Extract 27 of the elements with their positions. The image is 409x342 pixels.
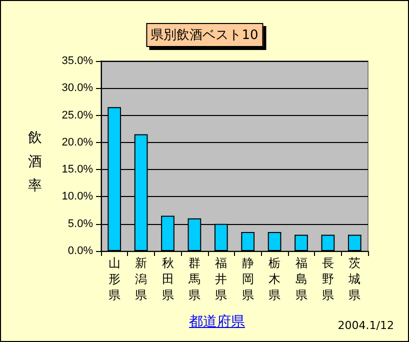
bar (241, 232, 255, 251)
x-tick-label: 静岡県 (242, 256, 254, 302)
y-tick-label: 15.0% (62, 164, 94, 176)
text: 2004.1/12 (338, 319, 394, 332)
y-tick-label: 35.0% (62, 55, 94, 67)
y-tick-label: 25.0% (62, 109, 94, 122)
x-tick-label: 栃木県 (268, 256, 281, 302)
y-tick-label: 20.0% (62, 136, 94, 148)
y-tick-label: 10.0% (62, 190, 94, 203)
x-tick-label: 茨城県 (348, 256, 361, 302)
x-tick-label: 福井県 (215, 256, 228, 302)
x-tick-label: 福島県 (295, 256, 308, 302)
x-tick-label: 群馬県 (187, 256, 200, 302)
x-tick-label: 山形県 (108, 256, 120, 302)
x-axis-title: 都道府県 (189, 313, 245, 331)
bar (321, 234, 335, 251)
chart-title: 県別飲酒ベスト10 (146, 23, 264, 47)
x-tick-label: 新潟県 (135, 256, 148, 302)
y-tick-label: 0.0% (68, 245, 94, 257)
bar (294, 234, 308, 251)
x-tick-label: 秋田県 (162, 256, 174, 302)
y-tick-label: 5.0% (68, 218, 94, 230)
x-tick-label: 長野県 (322, 256, 334, 302)
y-tick-label: 30.0% (62, 82, 94, 94)
bar (348, 234, 362, 251)
y-axis-title: 飲酒率 (27, 129, 43, 196)
bar (268, 232, 282, 251)
